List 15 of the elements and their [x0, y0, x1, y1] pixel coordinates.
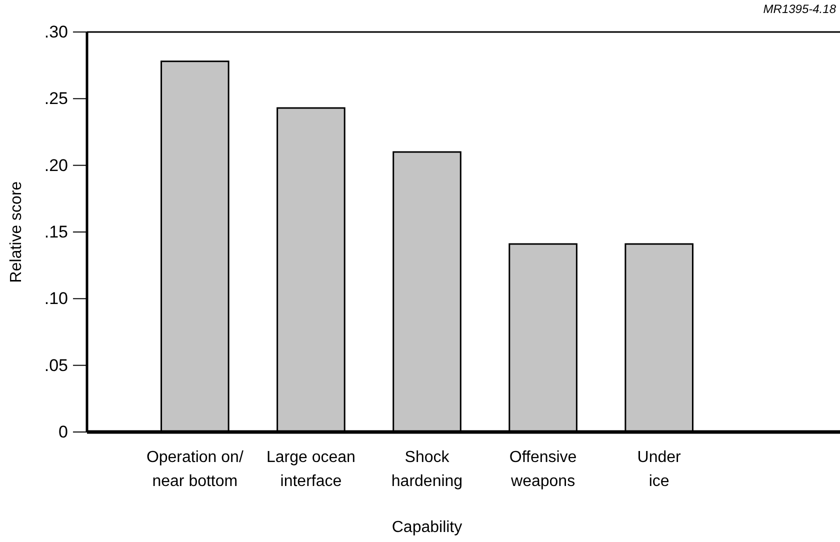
y-axis-title: Relative score	[8, 181, 25, 283]
x-tick-label: Operation on/ near bottom	[146, 449, 244, 490]
x-tick-label: Under ice	[637, 449, 682, 490]
x-tick-label: Shock hardening	[391, 449, 463, 490]
text: MR1395-4.18	[763, 2, 836, 16]
y-tick-label: .05	[44, 356, 68, 375]
y-tick-label: .20	[44, 156, 68, 175]
x-axis-title: Capability	[392, 519, 462, 536]
y-tick-label: 0	[58, 422, 68, 442]
y-tick-label: .25	[44, 89, 68, 108]
y-tick-label: .15	[44, 222, 68, 242]
x-tick-label: Large ocean interface	[266, 449, 356, 490]
x-tick-label: Offensive weapons	[509, 449, 577, 490]
y-tick-label: .30	[44, 22, 68, 42]
y-tick-label: .10	[44, 289, 68, 308]
